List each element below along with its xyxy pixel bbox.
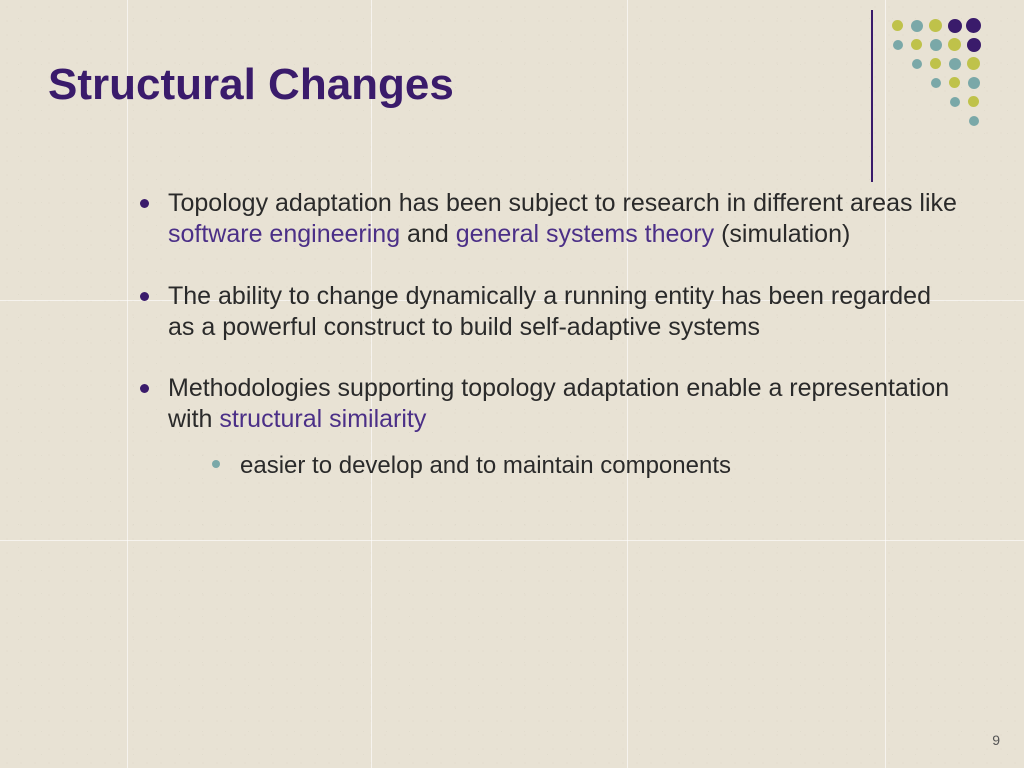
decorative-dot (911, 20, 923, 32)
decorative-dot (931, 78, 941, 88)
decorative-dot-grid (888, 16, 983, 149)
slide-content: Topology adaptation has been subject to … (132, 188, 964, 511)
dot-row (888, 111, 983, 130)
decorative-dot (907, 73, 926, 92)
bullet-item: Topology adaptation has been subject to … (132, 188, 964, 251)
decorative-dot (950, 97, 960, 107)
highlight-text: software engineering (168, 220, 400, 248)
dot-row (888, 35, 983, 54)
highlight-text: structural similarity (219, 405, 426, 433)
gridline-vertical (127, 0, 128, 768)
gridline-horizontal (0, 540, 1024, 541)
decorative-dot (907, 111, 926, 130)
decorative-dot (949, 77, 960, 88)
decorative-dot (969, 116, 979, 126)
decorative-dot (907, 92, 926, 111)
dot-row (888, 54, 983, 73)
decorative-dot (926, 111, 945, 130)
decorative-dot (945, 111, 964, 130)
slide-title: Structural Changes (48, 60, 454, 110)
page-number: 9 (992, 732, 1000, 748)
dot-row (888, 130, 983, 149)
decorative-dot (888, 130, 907, 149)
accent-vertical-line (871, 10, 873, 182)
decorative-dot (893, 40, 903, 50)
decorative-dot (926, 92, 945, 111)
decorative-dot (967, 38, 981, 52)
bullet-list: Topology adaptation has been subject to … (132, 188, 964, 481)
body-text: and (400, 220, 456, 248)
decorative-dot (964, 130, 983, 149)
decorative-dot (892, 20, 903, 31)
bullet-item: Methodologies supporting topology adapta… (132, 373, 964, 481)
decorative-dot (948, 19, 962, 33)
body-text: easier to develop and to maintain compon… (240, 452, 731, 479)
decorative-dot (966, 18, 981, 33)
decorative-dot (888, 73, 907, 92)
dot-row (888, 16, 983, 35)
body-text: (simulation) (714, 220, 850, 248)
sub-bullet-item: easier to develop and to maintain compon… (168, 450, 964, 481)
decorative-dot (968, 96, 979, 107)
decorative-dot (930, 58, 941, 69)
decorative-dot (888, 54, 907, 73)
decorative-dot (888, 111, 907, 130)
highlight-text: general systems theory (456, 220, 714, 248)
decorative-dot (926, 130, 945, 149)
body-text: Topology adaptation has been subject to … (168, 189, 957, 217)
decorative-dot (949, 58, 961, 70)
bullet-item: The ability to change dynamically a runn… (132, 281, 964, 344)
sub-bullet-list: easier to develop and to maintain compon… (168, 450, 964, 481)
decorative-dot (967, 57, 980, 70)
decorative-dot (968, 77, 980, 89)
dot-row (888, 92, 983, 111)
decorative-dot (930, 39, 942, 51)
body-text: The ability to change dynamically a runn… (168, 282, 931, 341)
dot-row (888, 73, 983, 92)
decorative-dot (945, 130, 964, 149)
decorative-dot (912, 59, 922, 69)
decorative-dot (911, 39, 922, 50)
decorative-dot (907, 130, 926, 149)
decorative-dot (948, 38, 961, 51)
decorative-dot (929, 19, 942, 32)
decorative-dot (888, 92, 907, 111)
